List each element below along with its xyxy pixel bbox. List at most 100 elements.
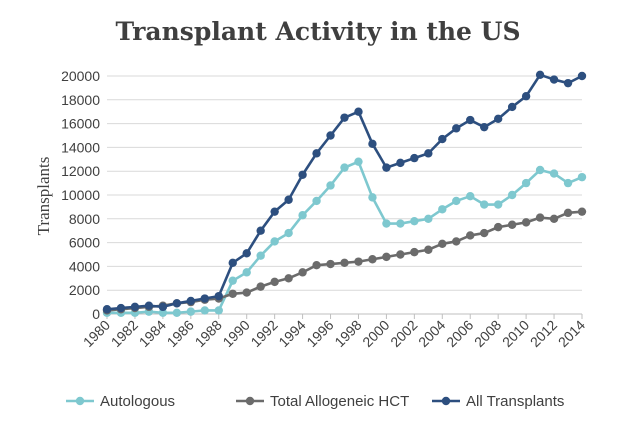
y-tick-label: 18000 xyxy=(61,92,100,108)
data-point xyxy=(424,214,433,223)
data-point xyxy=(563,208,573,218)
data-point xyxy=(270,207,279,216)
data-point xyxy=(507,220,517,229)
data-point xyxy=(228,276,237,285)
x-tick-label: 2014 xyxy=(555,317,588,350)
x-tick-label: 1988 xyxy=(192,317,225,350)
legend-swatch-marker xyxy=(245,396,255,406)
legend-swatch-marker xyxy=(441,396,451,406)
data-point xyxy=(354,157,363,166)
data-point xyxy=(410,247,419,257)
y-tick-label: 14000 xyxy=(61,139,100,155)
data-point xyxy=(563,178,573,188)
legend: Autologous Total Allogeneic HCT All Transp… xyxy=(66,393,564,410)
data-point xyxy=(549,75,559,84)
data-point xyxy=(256,226,265,235)
data-point xyxy=(284,228,293,238)
data-point xyxy=(480,200,489,209)
grid xyxy=(107,75,582,315)
legend-swatch-marker xyxy=(75,396,85,406)
x-tick-label: 2004 xyxy=(415,317,448,350)
data-point xyxy=(577,71,587,81)
data-point xyxy=(396,250,405,259)
legend-item: Total Allogeneic HCT xyxy=(236,393,409,410)
data-point xyxy=(452,124,461,133)
y-tick-label: 12000 xyxy=(61,163,100,179)
y-tick-label: 4000 xyxy=(69,258,100,274)
data-point xyxy=(312,149,321,158)
data-point xyxy=(186,296,196,306)
legend-label: Total Allogeneic HCT xyxy=(270,393,409,410)
data-point xyxy=(382,252,391,262)
data-point xyxy=(577,172,587,182)
data-point xyxy=(452,196,461,206)
x-tick-label: 1984 xyxy=(136,317,169,350)
data-point xyxy=(521,178,531,188)
data-point xyxy=(535,165,545,175)
data-point xyxy=(256,251,265,260)
data-point xyxy=(466,191,475,201)
data-point xyxy=(228,258,237,268)
data-point xyxy=(242,268,251,277)
data-point xyxy=(438,239,447,248)
data-point xyxy=(424,149,433,158)
data-point xyxy=(326,259,335,269)
data-point xyxy=(340,258,349,268)
data-point xyxy=(438,205,447,214)
data-point xyxy=(116,303,126,313)
data-point xyxy=(102,305,112,314)
legend-label: All Transplants xyxy=(466,393,564,410)
x-tick-label: 1992 xyxy=(247,317,280,350)
y-tick-label: 16000 xyxy=(61,116,100,132)
data-point xyxy=(507,190,517,200)
data-point xyxy=(368,255,377,264)
series xyxy=(102,70,587,318)
data-point xyxy=(549,169,559,178)
data-point xyxy=(396,219,405,228)
data-point xyxy=(577,207,587,216)
data-point xyxy=(466,115,475,125)
data-point xyxy=(242,249,251,258)
data-point xyxy=(130,302,140,312)
series-2 xyxy=(102,70,587,314)
data-point xyxy=(368,139,377,149)
data-point xyxy=(396,158,405,168)
series-0 xyxy=(102,157,587,318)
data-point xyxy=(200,294,209,303)
data-point xyxy=(480,122,489,132)
data-point xyxy=(228,289,237,298)
data-point xyxy=(256,282,265,291)
x-tick-label: 2006 xyxy=(443,317,476,350)
data-point xyxy=(521,92,531,101)
x-tick-label: 1994 xyxy=(275,317,308,350)
x-tick-label: 1998 xyxy=(331,317,364,350)
data-point xyxy=(172,308,182,318)
legend-item: Autologous xyxy=(66,393,175,410)
data-point xyxy=(242,288,251,297)
data-point xyxy=(172,299,182,308)
data-point xyxy=(424,245,433,254)
y-tick-label: 6000 xyxy=(69,235,100,251)
data-point xyxy=(270,277,279,287)
data-point xyxy=(270,237,279,246)
x-tick-label: 2000 xyxy=(359,317,392,350)
data-point xyxy=(298,170,307,179)
x-tick-label: 2012 xyxy=(527,317,560,350)
data-point xyxy=(158,308,168,318)
legend-label: Autologous xyxy=(100,393,175,410)
data-point xyxy=(549,214,559,223)
data-point xyxy=(326,181,335,190)
data-point xyxy=(340,163,349,172)
data-point xyxy=(521,218,531,227)
data-point xyxy=(466,231,475,240)
data-point xyxy=(368,193,377,202)
data-point xyxy=(535,70,545,80)
y-tick-label: 0 xyxy=(92,306,100,322)
data-point xyxy=(284,195,293,204)
data-point xyxy=(158,302,168,312)
data-point xyxy=(563,78,573,88)
data-point xyxy=(312,196,321,206)
data-point xyxy=(493,114,503,124)
data-point xyxy=(340,113,349,122)
